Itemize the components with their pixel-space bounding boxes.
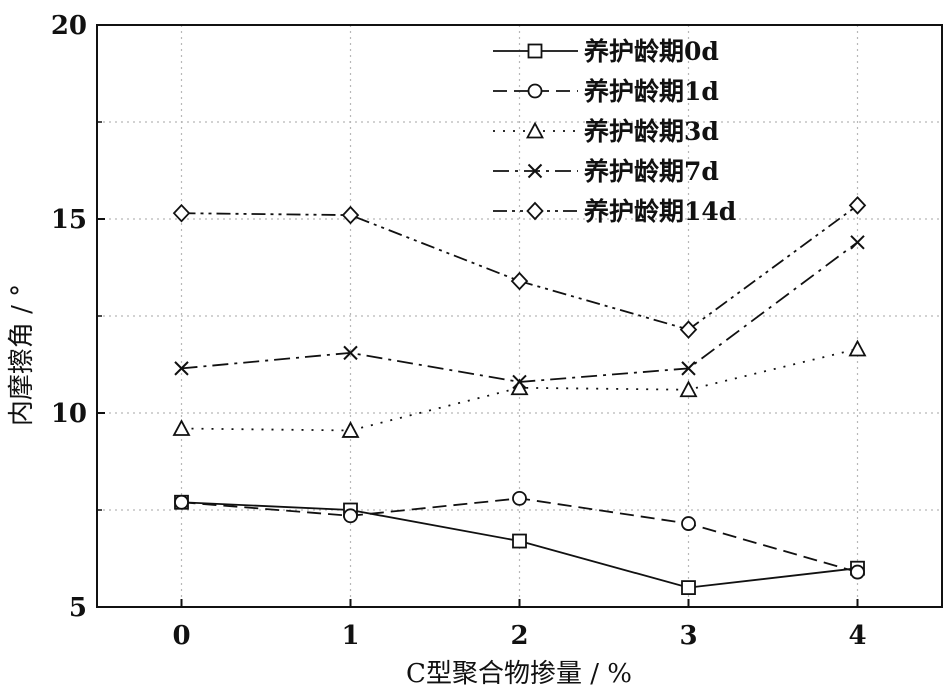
data-point-marker — [341, 205, 360, 225]
data-point-marker — [679, 380, 698, 398]
legend: 养护龄期0d 养护龄期1d 养护龄期3d 养护龄期7d 养护龄期14d — [493, 37, 736, 226]
x-tick-label: 1 — [341, 621, 359, 651]
series-diamond — [172, 196, 867, 339]
legend-label: 养护龄期0d — [583, 37, 719, 66]
data-point-marker — [681, 580, 696, 595]
grid — [97, 25, 942, 607]
legend-marker — [527, 163, 543, 179]
legend-label: 养护龄期3d — [583, 117, 719, 146]
data-point-marker — [681, 361, 696, 376]
x-axis-label: C型聚合物掺量 / % — [406, 659, 632, 689]
data-point-marker — [681, 516, 696, 531]
legend-marker — [527, 43, 543, 59]
legend-marker — [526, 201, 544, 221]
y-tick-label: 5 — [69, 593, 87, 623]
data-point-marker — [512, 374, 527, 390]
x-tick-label: 4 — [848, 621, 866, 651]
data-point-marker — [850, 235, 865, 250]
legend-marker — [525, 121, 545, 139]
data-point-marker — [341, 421, 360, 438]
data-point-marker — [343, 345, 358, 361]
data-point-marker — [850, 564, 865, 580]
x-tick-label: 0 — [172, 621, 190, 651]
series-x — [174, 235, 865, 390]
y-tick-label: 10 — [51, 399, 87, 429]
series-line — [181, 348, 858, 432]
data-point-marker — [172, 203, 191, 223]
y-tick-label: 15 — [51, 205, 87, 235]
data-point-marker — [512, 533, 527, 549]
series-group — [172, 196, 867, 595]
legend-label: 养护龄期7d — [583, 157, 719, 186]
data-point-marker — [510, 271, 529, 291]
x-tick-label: 3 — [679, 621, 697, 651]
axis-ticks: 0 1 2 3 4 5 10 15 20 — [51, 11, 867, 651]
data-point-marker — [848, 196, 867, 215]
x-tick-label: 2 — [510, 621, 528, 651]
series-triangle — [172, 339, 867, 438]
data-point-marker — [848, 339, 867, 357]
legend-label: 养护龄期1d — [583, 77, 719, 106]
y-tick-label: 20 — [51, 11, 87, 41]
legend-marker — [527, 83, 543, 99]
legend-label: 养护龄期14d — [583, 197, 736, 226]
data-point-marker — [512, 490, 527, 506]
data-point-marker — [174, 361, 189, 376]
data-point-marker — [343, 508, 358, 524]
data-point-marker — [510, 378, 529, 396]
series-circle — [174, 490, 865, 580]
y-axis-label: 内摩擦角 / ° — [7, 284, 37, 426]
data-point-marker — [174, 494, 189, 510]
data-point-marker — [172, 419, 191, 436]
data-point-marker — [679, 320, 698, 339]
